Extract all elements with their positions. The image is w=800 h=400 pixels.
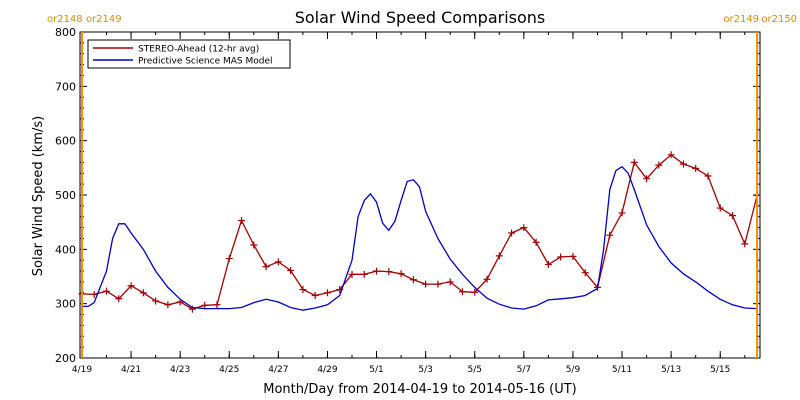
x-tick-label: 4/23 [170,365,190,375]
data-point-marker [348,270,356,278]
data-point-marker [581,269,589,277]
axes-layer: 200 300 400 500 600 700 800 4/19 4/21 4/23 4/25 4/2… [55,26,761,375]
x-tick-label: 5/9 [566,365,581,375]
data-point-marker [250,241,258,249]
data-point-marker [409,276,417,284]
data-point-marker [446,278,454,286]
y-tick-label: 800 [55,26,76,39]
data-point-marker [704,172,712,180]
data-point-marker [373,267,381,275]
data-point-marker [127,282,135,290]
chart-title: Solar Wind Speed Comparisons [295,8,546,27]
x-tick-label: 5/11 [612,365,632,375]
data-point-marker [544,261,552,269]
data-point-marker [262,263,270,271]
data-point-marker [458,288,466,296]
y-axis-label: Solar Wind Speed (km/s) [31,116,46,276]
data-point-marker [299,286,307,294]
data-point-marker [630,158,638,166]
series-layer [78,151,761,313]
legend-label: STEREO-Ahead (12-hr avg) [138,45,259,55]
data-point-marker [643,175,651,183]
data-point-marker [569,252,577,260]
carrington-label-right: or2150 [761,14,797,25]
data-point-marker [508,229,516,237]
y-tick-label: 700 [55,80,76,93]
data-point-marker [323,289,331,297]
data-point-marker [471,288,479,296]
x-tick-label: 4/19 [72,365,92,375]
legend-box [87,39,291,69]
data-point-marker [360,270,368,278]
data-point-marker [115,295,123,303]
series-line [82,165,758,311]
data-point-marker [618,209,626,217]
data-point-marker [213,301,221,309]
carrington-label-left: or2149 [723,14,759,25]
data-point-marker [103,287,111,295]
data-point-marker [741,240,749,248]
data-point-marker [679,160,687,168]
y-tick-label: 400 [55,243,76,256]
plot-frame [79,31,761,359]
y-tick-label: 500 [55,189,76,202]
x-tick-label: 4/21 [121,365,141,375]
data-point-marker [397,270,405,278]
x-tick-label: 4/29 [317,365,337,375]
x-tick-label: 4/27 [268,365,288,375]
data-point-marker [716,204,724,212]
data-point-marker [667,151,675,159]
data-point-marker [729,212,737,220]
data-point-marker [225,255,233,263]
x-axis-label: Month/Day from 2014-04-19 to 2014-05-16 … [263,382,576,397]
data-point-marker [238,217,246,225]
x-tick-label: 5/7 [517,365,531,375]
data-point-marker [274,258,282,266]
data-point-marker [201,301,209,309]
data-point-marker [532,238,540,246]
series-stereo-ahead [78,151,761,313]
data-point-marker [483,275,491,283]
y-tick-label: 600 [55,135,76,148]
x-tick-label: 5/1 [369,365,383,375]
series-line [81,153,758,310]
series-mas-model [82,165,758,311]
legend: STEREO-Ahead (12-hr avg) Predictive Scien… [87,39,291,69]
data-point-marker [692,164,700,172]
x-tick-label: 4/25 [219,365,239,375]
data-point-marker [557,253,565,261]
data-point-marker [152,297,160,305]
x-tick-label: 5/13 [661,365,681,375]
data-point-marker [520,224,528,232]
data-point-marker [287,267,295,275]
data-point-marker [139,289,147,297]
data-point-marker [164,301,172,309]
carrington-label-right: or2149 [86,14,122,25]
data-point-marker [385,268,393,276]
y-tick-label: 200 [55,352,76,365]
data-point-marker [495,252,503,260]
carrington-marker-layer: or2148 or2149 or2149 or2150 [47,14,797,358]
y-tick-label: 300 [55,298,76,311]
legend-label: Predictive Science MAS Model [138,57,273,67]
x-tick-label: 5/15 [710,365,730,375]
data-point-marker [311,292,319,300]
x-tick-label: 5/5 [468,365,482,375]
data-point-marker [606,231,614,239]
carrington-label-left: or2148 [47,14,83,25]
data-point-marker [422,280,430,288]
data-point-marker [655,161,663,169]
data-point-marker [90,290,98,298]
x-tick-label: 5/3 [418,365,432,375]
data-point-marker [434,280,442,288]
